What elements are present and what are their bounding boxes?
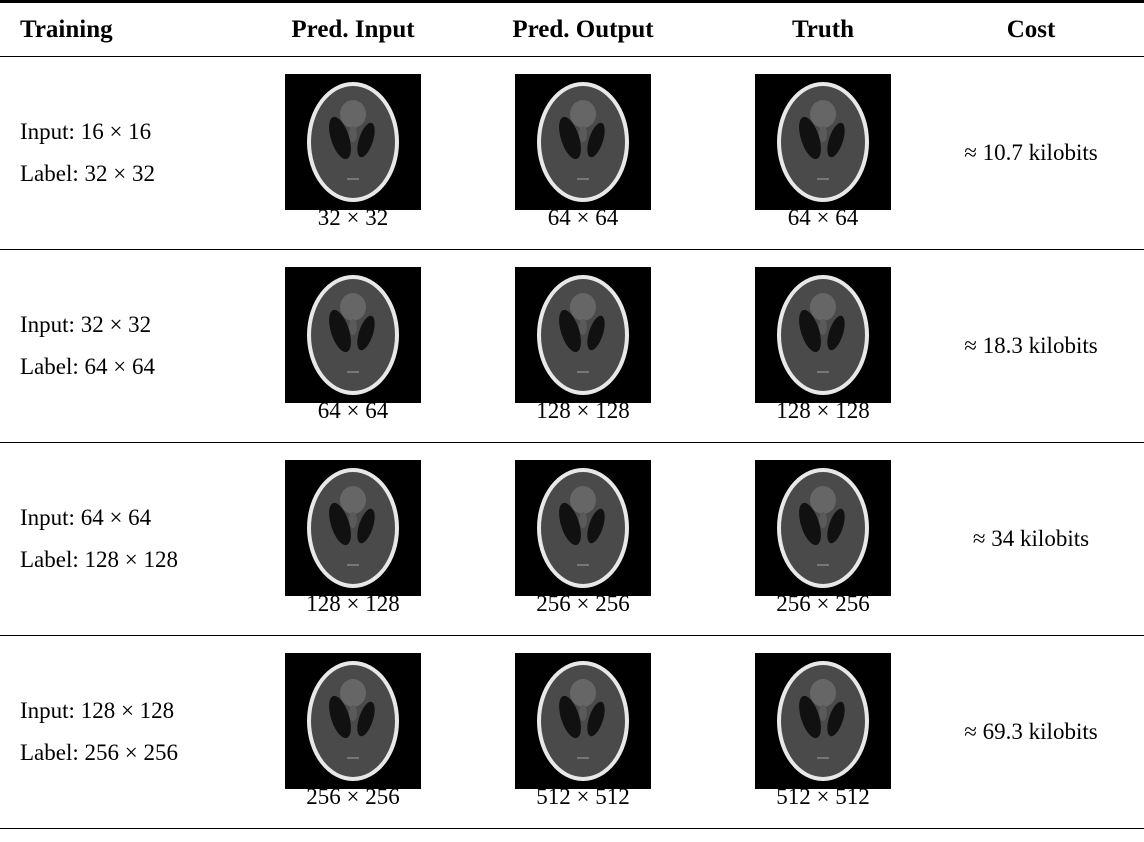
- phantom-image: [285, 460, 421, 596]
- cost-cell: ≈ 69.3 kilobits: [918, 636, 1144, 829]
- phantom-image: [755, 653, 891, 789]
- training-line: Input: 128 × 128: [20, 690, 268, 732]
- phantom-image: [755, 267, 891, 403]
- image: [755, 653, 891, 789]
- cost-cell: ≈ 10.7 kilobits: [918, 57, 1144, 250]
- training-line: Label: 128 × 128: [20, 539, 268, 581]
- image: [285, 267, 421, 403]
- image: [755, 74, 891, 210]
- training-line: Input: 16 × 16: [20, 111, 268, 153]
- image: [285, 460, 421, 596]
- image: [755, 460, 891, 596]
- header-cell: Pred. Output: [438, 2, 728, 57]
- phantom-image: [515, 74, 651, 210]
- image-cell: 256 × 256: [728, 443, 918, 636]
- image-cell: 128 × 128: [728, 250, 918, 443]
- phantom-image: [285, 267, 421, 403]
- image-caption: 512 × 512: [438, 785, 728, 809]
- header-cell: Cost: [918, 2, 1144, 57]
- header-cell: Truth: [728, 2, 918, 57]
- training-line: Input: 64 × 64: [20, 497, 268, 539]
- image-cell: 512 × 512: [438, 636, 728, 829]
- training-line: Label: 32 × 32: [20, 153, 268, 195]
- image-cell: 512 × 512: [728, 636, 918, 829]
- cost-cell: ≈ 18.3 kilobits: [918, 250, 1144, 443]
- results-table: Training Pred. Input Pred. Output Truth …: [0, 0, 1144, 829]
- cost-cell: ≈ 34 kilobits: [918, 443, 1144, 636]
- image-cell: 128 × 128: [268, 443, 438, 636]
- image-cell: 128 × 128: [438, 250, 728, 443]
- image: [515, 653, 651, 789]
- image: [515, 74, 651, 210]
- phantom-image: [515, 653, 651, 789]
- phantom-image: [515, 460, 651, 596]
- header-cell: Pred. Input: [268, 2, 438, 57]
- header-cell: Training: [0, 2, 268, 57]
- image-cell: 64 × 64: [728, 57, 918, 250]
- image-caption: 128 × 128: [438, 399, 728, 423]
- phantom-image: [515, 267, 651, 403]
- phantom-image: [755, 74, 891, 210]
- training-line: Input: 32 × 32: [20, 304, 268, 346]
- image: [755, 267, 891, 403]
- image-caption: 256 × 256: [438, 592, 728, 616]
- image-cell: 64 × 64: [268, 250, 438, 443]
- image-cell: 256 × 256: [438, 443, 728, 636]
- image-cell: 256 × 256: [268, 636, 438, 829]
- image: [285, 653, 421, 789]
- phantom-image: [285, 653, 421, 789]
- image-cell: 64 × 64: [438, 57, 728, 250]
- image: [285, 74, 421, 210]
- page: {"table": { "header": ["Training", "Pred…: [0, 0, 1144, 842]
- image: [515, 460, 651, 596]
- header-row: Training Pred. Input Pred. Output Truth …: [0, 2, 1144, 57]
- training-line: Label: 256 × 256: [20, 732, 268, 774]
- phantom-image: [285, 74, 421, 210]
- image: [515, 267, 651, 403]
- phantom-image: [755, 460, 891, 596]
- image-caption: 64 × 64: [438, 206, 728, 230]
- image-cell: 32 × 32: [268, 57, 438, 250]
- training-line: Label: 64 × 64: [20, 346, 268, 388]
